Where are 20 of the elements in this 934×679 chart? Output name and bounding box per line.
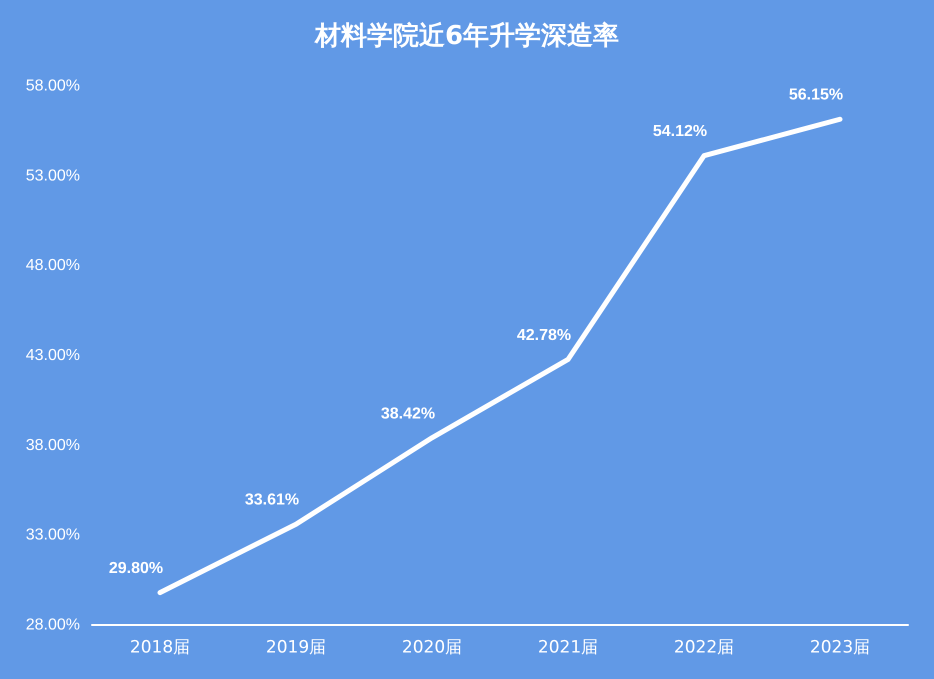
y-tick-label: 43.00% [26,347,80,364]
x-tick-label: 2023届 [810,638,870,658]
y-tick-label: 28.00% [26,616,80,634]
data-label: 42.78% [516,326,572,344]
chart-title: 材料学院近6年升学深造率 [314,21,620,51]
x-tick-label: 2020届 [402,638,462,658]
data-label: 56.15% [788,86,844,104]
y-tick-label: 38.00% [26,436,80,454]
y-tick-label: 33.00% [26,526,80,544]
y-tick-label: 48.00% [26,257,80,274]
x-tick-label: 2021届 [538,638,598,658]
data-label: 54.12% [652,123,708,140]
x-tick-label: 2018届 [130,638,190,658]
x-tick-label: 2022届 [674,638,734,658]
data-label: 33.61% [244,492,300,509]
data-label: 38.42% [380,405,436,422]
data-label: 29.80% [108,560,164,578]
x-tick-label: 2019届 [266,638,326,658]
y-tick-label: 53.00% [26,167,80,184]
y-tick-label: 58.00% [26,78,80,94]
